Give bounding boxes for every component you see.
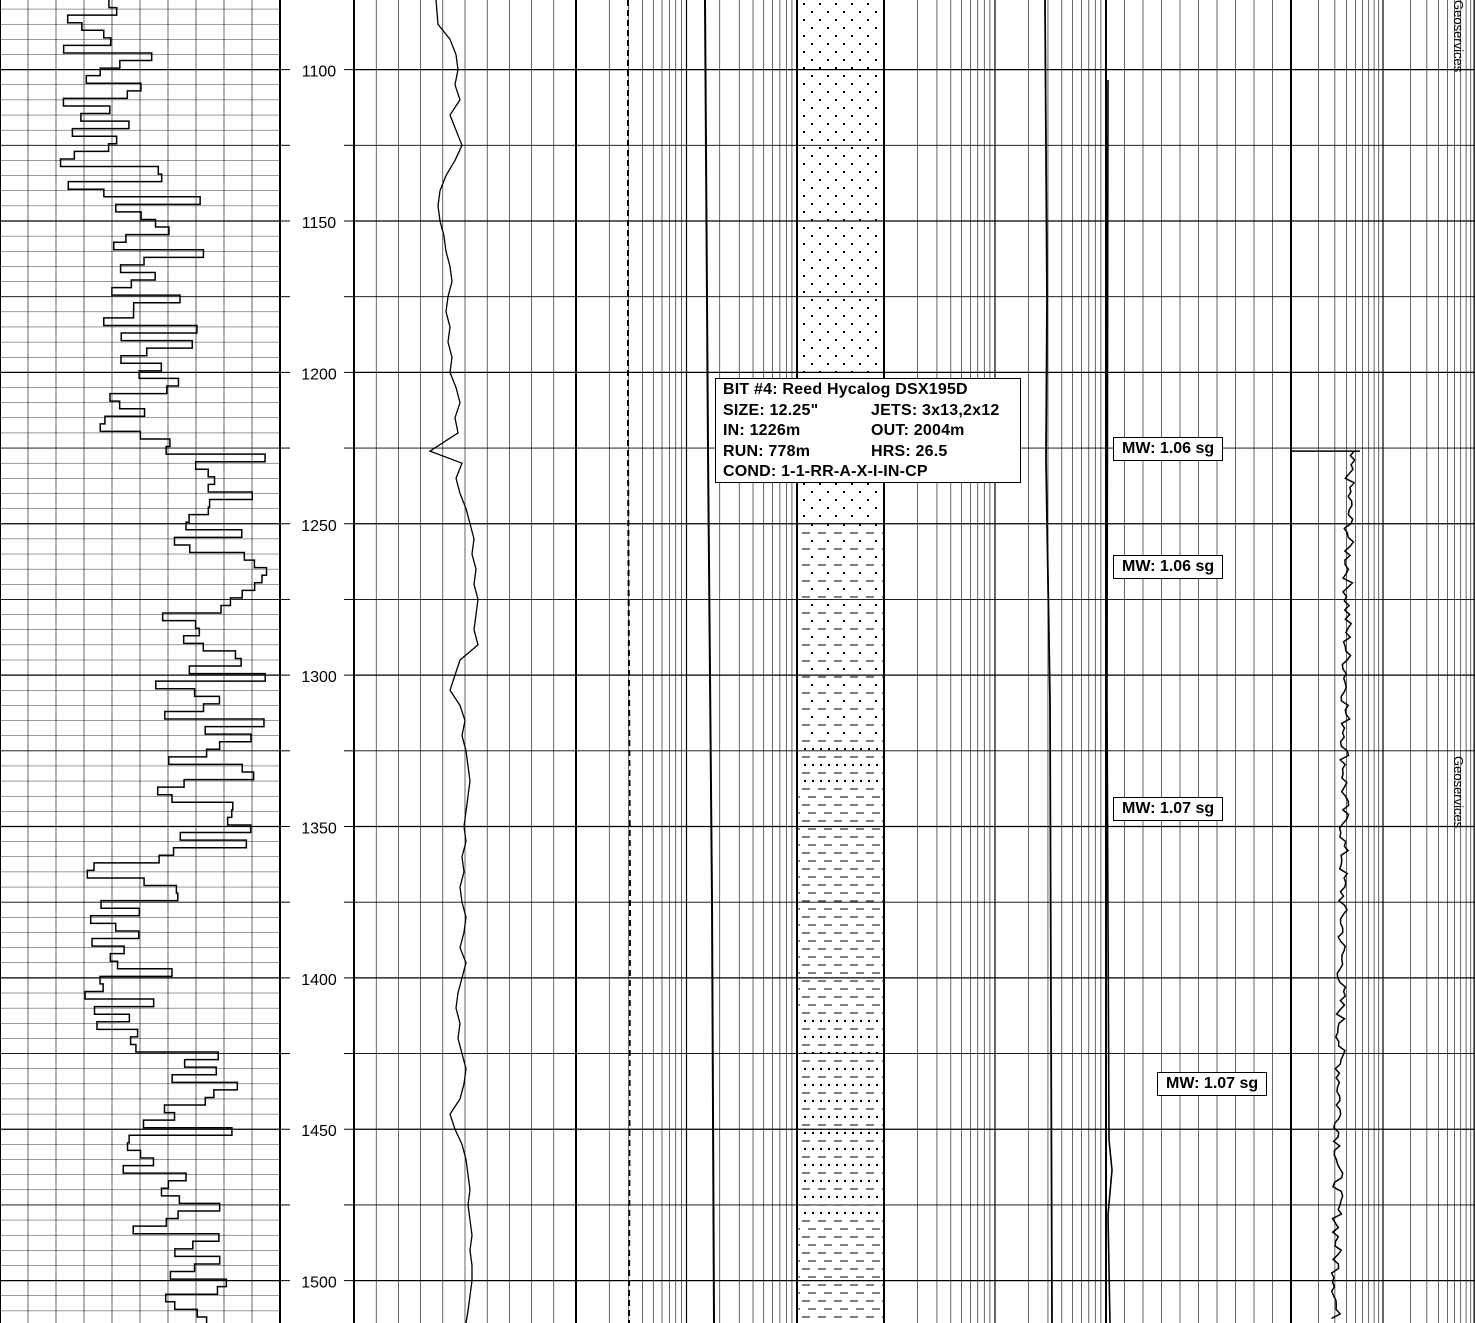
- mud-weight-label: MW: 1.07 sg: [1157, 1072, 1268, 1096]
- gas-curve-solid: [704, 0, 715, 1323]
- lithology-interval: [797, 523, 884, 736]
- mud-weight-label: MW: 1.07 sg: [1113, 797, 1224, 821]
- bit-condition: COND: 1-1-RR-A-X-I-IN-CP: [723, 463, 928, 480]
- lithology-interval: [797, 1008, 884, 1221]
- depth-tick-label: 1100: [302, 64, 337, 81]
- mud-weight-curve: [1106, 79, 1113, 1323]
- bit-hours: HRS: 26.5: [871, 442, 948, 460]
- lithology-interval: [797, 1220, 884, 1323]
- mud-property-curve: [1044, 0, 1053, 1323]
- depth-tick-label: 1450: [301, 1123, 337, 1140]
- drill-rate-curve: [59, 0, 268, 1323]
- bit-in-depth: IN: 1226m: [723, 422, 801, 439]
- mud-weight-label: MW: 1.06 sg: [1113, 555, 1224, 579]
- depth-tick-label: 1350: [301, 820, 337, 837]
- bit-run: RUN: 778m: [723, 442, 811, 460]
- mud-weight-label: MW: 1.06 sg: [1113, 437, 1224, 461]
- gas-curve-dashed: [627, 0, 632, 1323]
- depth-tick-label: 1200: [301, 366, 337, 383]
- depth-tick-label: 1150: [302, 215, 337, 232]
- bit-out-depth: OUT: 2004m: [871, 422, 965, 439]
- bit-record-box: BIT #4: Reed Hycalog DSX195D SIZE: 12.25…: [715, 378, 1021, 483]
- bit-title: BIT #4: Reed Hycalog DSX195D: [723, 381, 968, 398]
- depth-tick-label: 1500: [301, 1275, 337, 1292]
- lithology-interval: [797, 484, 884, 524]
- watermark-text: Geoservices: [1451, 756, 1466, 829]
- depth-tick-label: 1250: [301, 518, 337, 535]
- bit-jets: JETS: 3x13,2x12: [871, 401, 1000, 419]
- gamma-ray-curve: [428, 0, 479, 1323]
- bit-size: SIZE: 12.25": [723, 401, 819, 419]
- lithology-interval: [797, 735, 884, 797]
- watermark-text: Geoservices: [1451, 0, 1466, 73]
- depth-tick-label: 1300: [301, 669, 337, 686]
- depth-tick-label: 1400: [301, 972, 337, 989]
- total-gas-curve: [1291, 450, 1360, 1320]
